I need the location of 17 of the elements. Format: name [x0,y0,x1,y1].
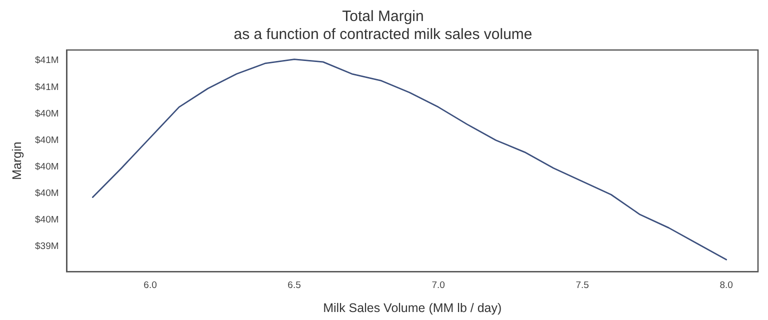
y-tick-label: $41M [35,82,59,93]
x-tick-label: 7.0 [432,280,445,291]
y-axis-title: Margin [10,142,24,180]
y-tick-label: $40M [35,108,59,120]
y-tick-label: $40M [35,134,59,146]
x-tick-label: 8.0 [720,280,733,291]
y-tick-label: $41M [35,55,59,66]
y-tick-label: $40M [35,161,59,172]
text: Total Margin [342,8,424,26]
y-tick-label: $39M [35,241,59,252]
x-tick-label: 6.5 [288,280,301,291]
y-tick-label: $40M [35,214,59,226]
x-tick-label: 7.5 [576,280,589,291]
text: as a function of contracted milk sales volume [234,26,532,44]
y-tick-label: $40M [35,188,59,199]
x-axis-title: Milk Sales Volume (MM lb / day) [323,300,502,315]
x-tick-label: 6.0 [144,280,157,291]
